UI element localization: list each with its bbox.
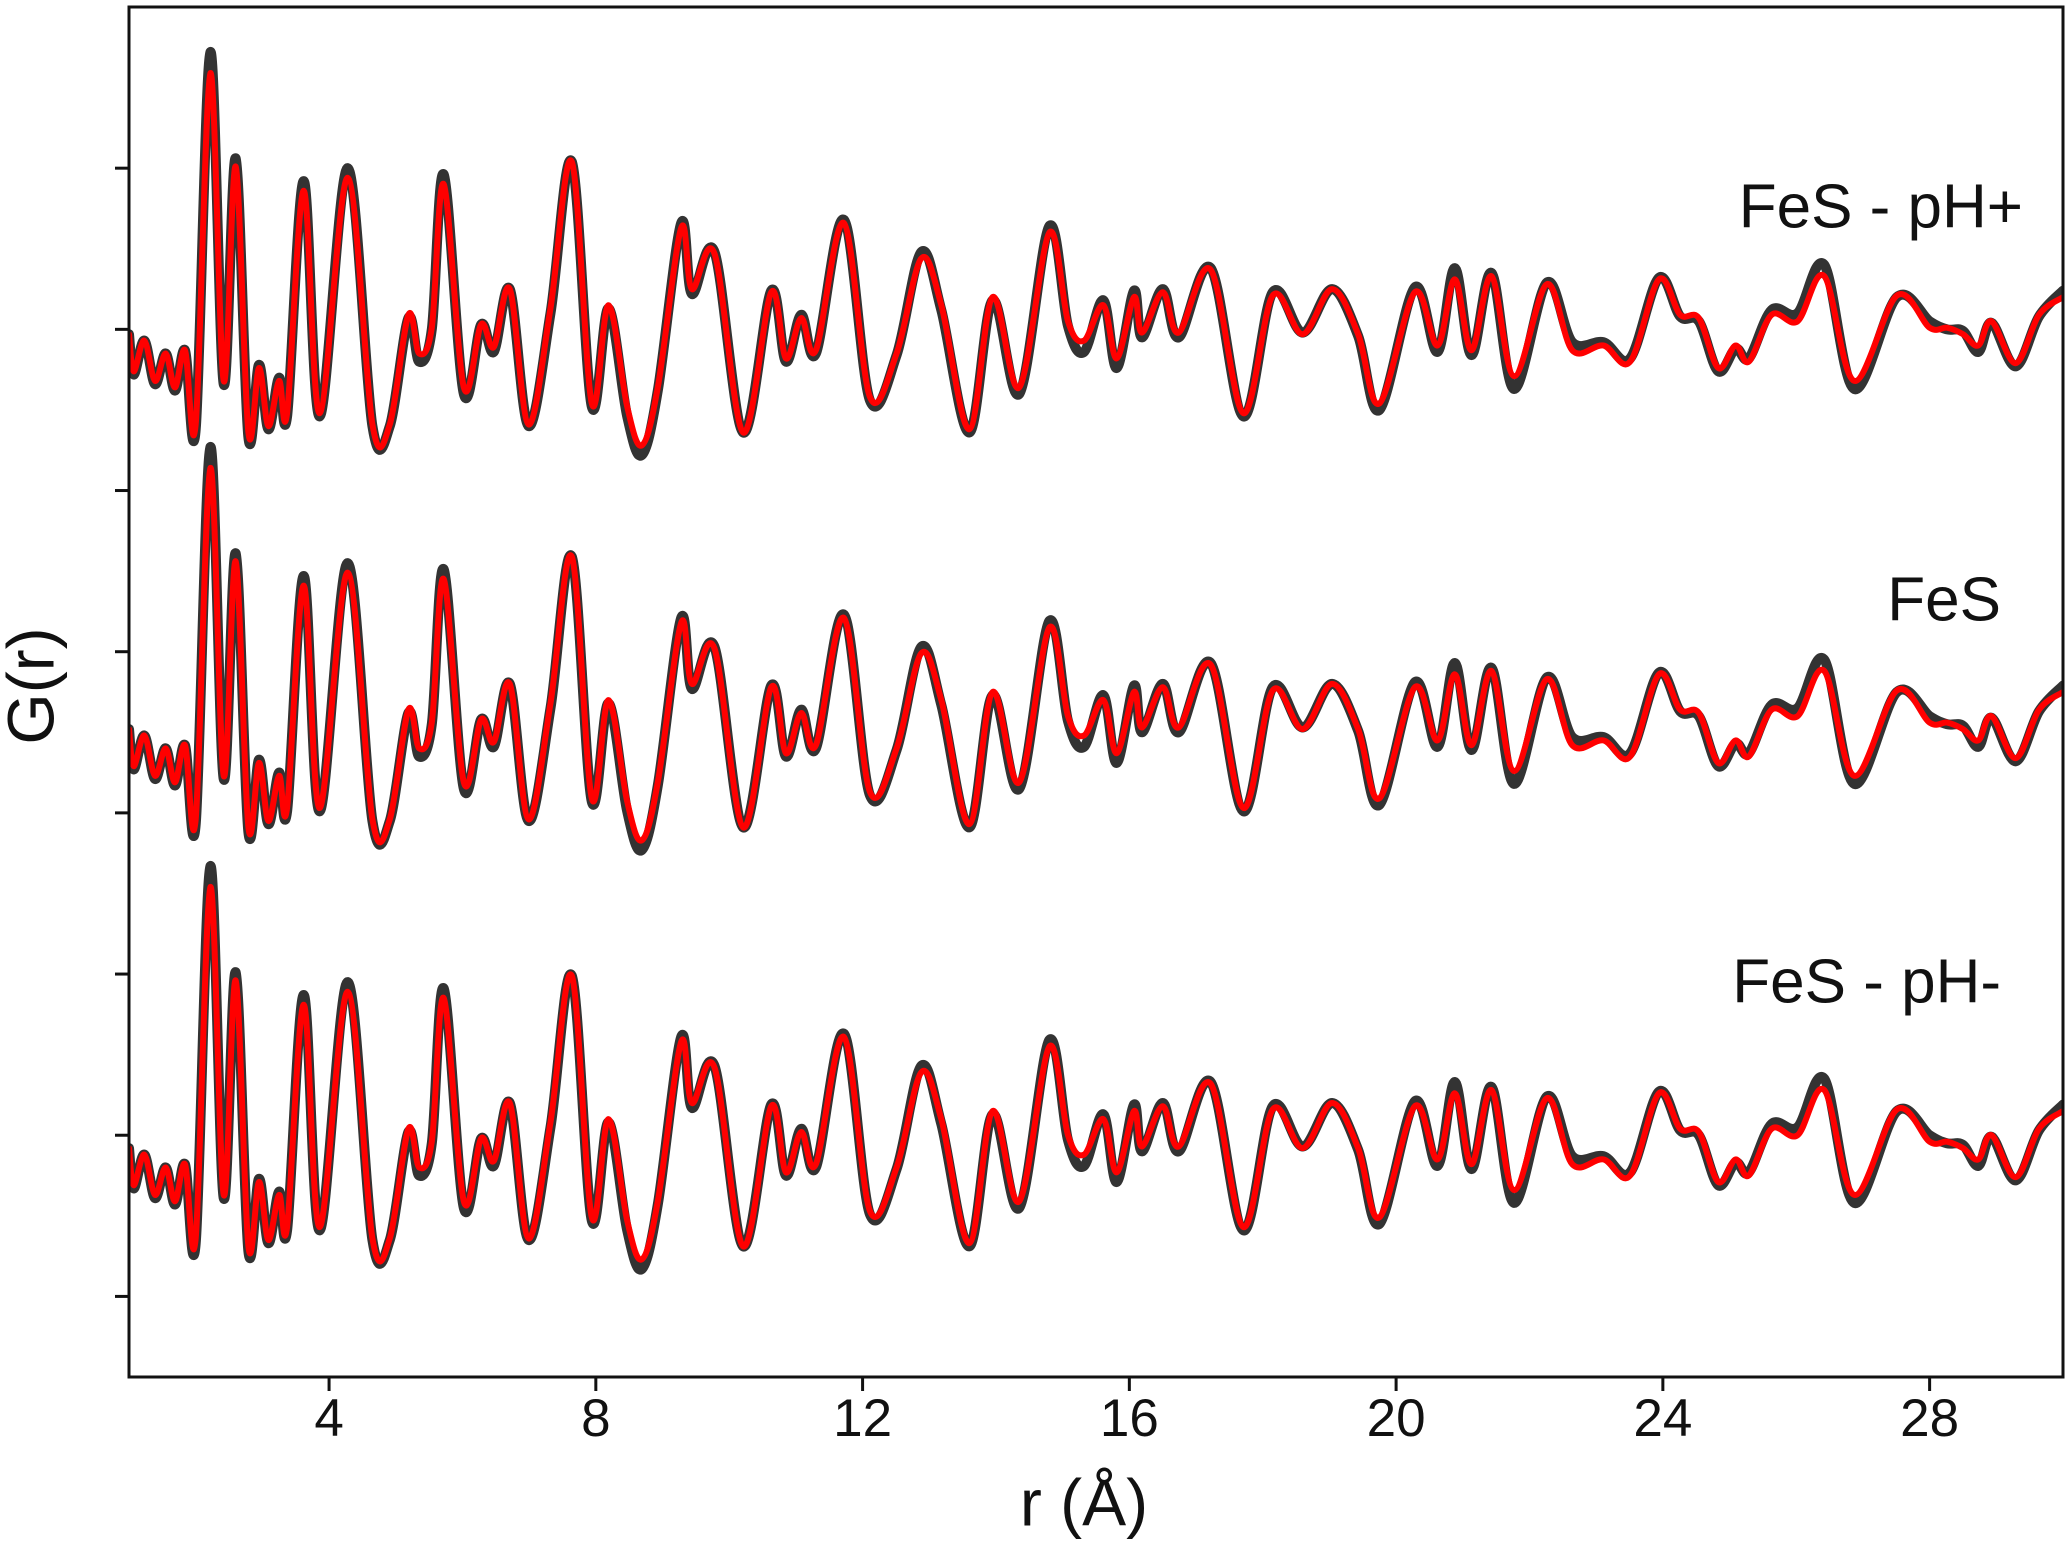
axes-frame [127,5,2065,1379]
x-tick-label: 12 [833,1389,892,1448]
x-tick-label: 28 [1900,1389,1959,1448]
x-tick-label: 16 [1100,1389,1159,1448]
x-tick-label: 24 [1633,1389,1692,1448]
x-axis-label: r (Å) [1020,1465,1148,1539]
annotation: FeS - pH- [1732,947,2001,1016]
data-line [129,464,2063,846]
data-line [129,441,2063,856]
x-tick-label: 8 [581,1389,610,1448]
data-line [129,861,2063,1275]
y-axis-label: G(r) [0,627,67,744]
x-tick-label: 20 [1367,1389,1426,1448]
x-tick-label: 4 [314,1389,343,1448]
data-line [129,47,2063,461]
annotation: FeS [1887,565,2001,634]
data-line [129,883,2063,1265]
annotation: FeS - pH+ [1739,172,2023,241]
data-line [129,70,2063,451]
plot-area [129,47,2063,1275]
